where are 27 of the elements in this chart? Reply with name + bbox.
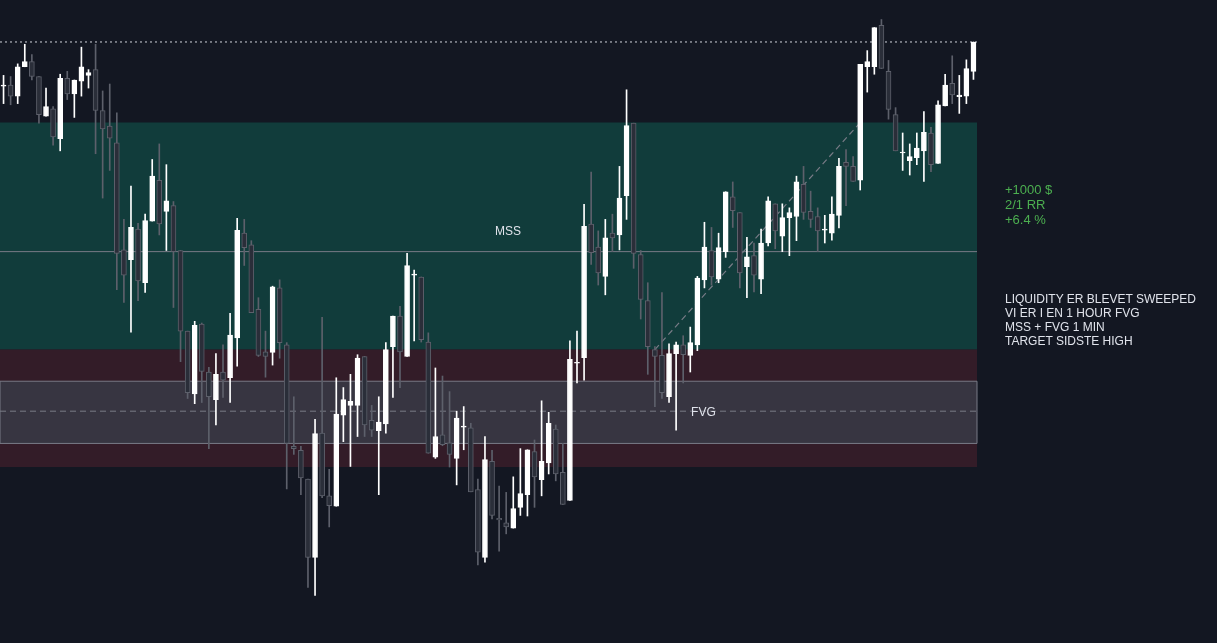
candlestick [673, 341, 679, 431]
text: 2/1 RR [1005, 196, 1046, 212]
text: MSS + FVG 1 MIN [1005, 320, 1105, 335]
candlestick [949, 55, 956, 104]
candlestick [680, 335, 687, 384]
candlestick [574, 330, 580, 384]
candlestick [843, 149, 849, 206]
candlestick [375, 396, 382, 496]
text: LIQUIDITY ER BLEVET SWEEPED [1005, 292, 1197, 307]
candlestick [821, 215, 828, 244]
candlestick [652, 346, 658, 407]
text: +1000 $ [1005, 181, 1054, 197]
ref-line-label: MSS [495, 223, 522, 238]
candlestick [906, 143, 913, 176]
candlestick [326, 469, 333, 528]
candlestick [290, 396, 297, 455]
text: VI ER I EN 1 HOUR FVG [1005, 306, 1140, 321]
candlestick [220, 344, 226, 398]
band-label: FVG [691, 404, 716, 419]
candlestick [744, 236, 750, 299]
candlestick [864, 50, 871, 93]
candlestick [128, 185, 134, 333]
candlestick [460, 406, 467, 451]
candlestick [411, 269, 417, 342]
text: TARGET SIDSTE HIGH [1005, 334, 1133, 349]
candlestick [106, 83, 113, 171]
text: +6.4 % [1005, 211, 1047, 227]
